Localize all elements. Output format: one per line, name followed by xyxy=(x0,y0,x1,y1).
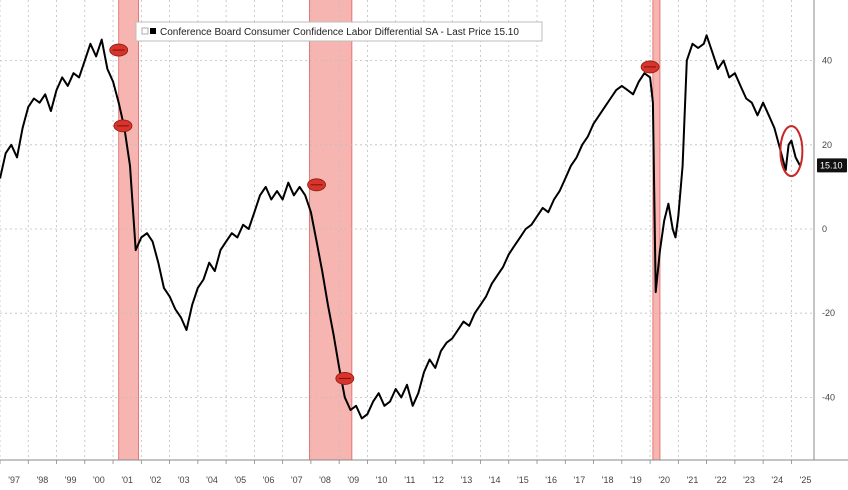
x-tick-label: '14 xyxy=(489,475,501,485)
y-tick-label: 40 xyxy=(822,56,832,66)
x-tick-label: '08 xyxy=(319,475,331,485)
last-price-tag: 15.10 xyxy=(817,158,847,173)
x-tick-label: '17 xyxy=(574,475,586,485)
y-tick-label: -40 xyxy=(822,392,835,402)
recession-band-1 xyxy=(118,0,139,460)
event-markers xyxy=(109,43,660,385)
event-marker xyxy=(307,178,326,192)
legend-swatch xyxy=(150,28,156,34)
legend-box xyxy=(135,21,543,42)
highlight-circle xyxy=(779,125,804,178)
event-marker xyxy=(335,372,355,385)
y-tick-label: 0 xyxy=(822,224,827,234)
x-tick-label: '09 xyxy=(347,475,359,485)
x-tick-label: '21 xyxy=(687,475,699,485)
x-tick-label: '12 xyxy=(432,475,444,485)
x-tick-label: '16 xyxy=(545,475,557,485)
x-tick-label: '00 xyxy=(93,475,105,485)
event-marker xyxy=(113,119,133,133)
x-tick-label: '98 xyxy=(37,475,49,485)
x-tick-label: '15 xyxy=(517,475,529,485)
recession-bands xyxy=(118,0,661,460)
x-tick-label: '18 xyxy=(602,475,614,485)
y-axis-ticks: 40 20 0 -20 -40 xyxy=(822,56,835,403)
legend-swatch-outline xyxy=(141,27,149,35)
x-tick-label: '23 xyxy=(743,475,755,485)
recession-band-2 xyxy=(309,0,352,460)
legend: Conference Board Consumer Confidence Lab… xyxy=(135,21,543,42)
last-price-tag-box xyxy=(817,158,847,173)
x-tick-label: '13 xyxy=(460,475,472,485)
x-tick-label: '06 xyxy=(263,475,275,485)
x-tick-label: '02 xyxy=(150,475,162,485)
last-price-tag-label: 15.10 xyxy=(820,160,843,170)
x-tick-label: '05 xyxy=(234,475,246,485)
legend-label: Conference Board Consumer Confidence Lab… xyxy=(160,27,519,38)
event-marker xyxy=(640,60,660,74)
event-marker xyxy=(109,43,129,57)
x-tick-label: '99 xyxy=(65,475,77,485)
x-tick-label: '07 xyxy=(291,475,303,485)
x-tick-label: '01 xyxy=(121,475,133,485)
x-tick-label: '24 xyxy=(771,475,783,485)
x-tick-label: '04 xyxy=(206,475,218,485)
x-tick-label: '97 xyxy=(8,475,20,485)
x-axis-ticks: '97 '98 '99 '00 '01 '02 '03 '04 '05 '06 '07 '08 '09 '… xyxy=(0,460,811,485)
recession-band-3 xyxy=(652,0,660,460)
y-tick-label: 20 xyxy=(822,140,832,150)
x-tick-label: '11 xyxy=(404,475,415,485)
x-tick-label: '20 xyxy=(658,475,670,485)
x-tick-label: '03 xyxy=(178,475,190,485)
y-tick-label: -20 xyxy=(822,308,835,318)
x-tick-label: '22 xyxy=(715,475,727,485)
x-tick-label: '19 xyxy=(630,475,642,485)
x-tick-label: '10 xyxy=(376,475,388,485)
x-tick-label: '25 xyxy=(800,475,812,485)
series-line xyxy=(0,34,801,420)
